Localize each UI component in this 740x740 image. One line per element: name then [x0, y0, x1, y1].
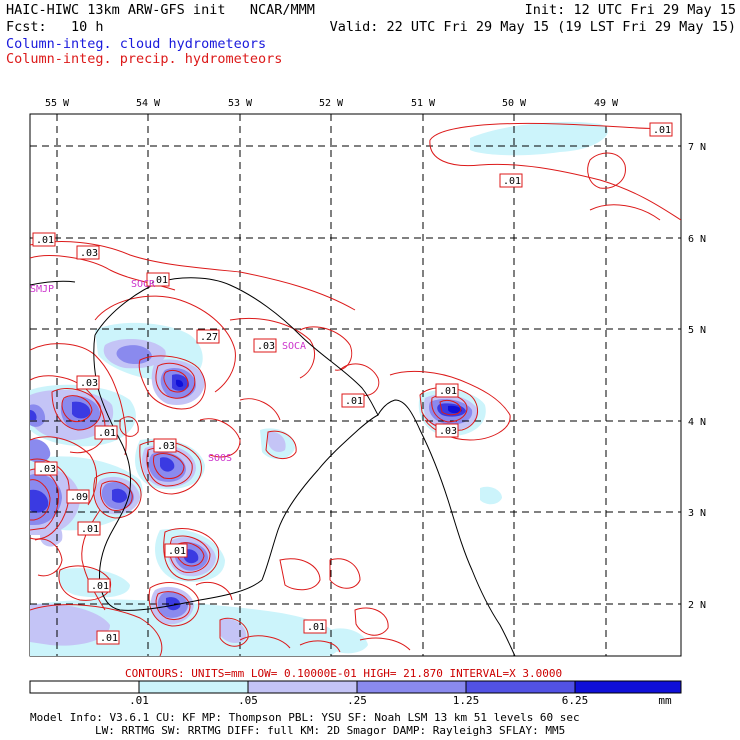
svg-text:.01: .01 — [307, 622, 325, 633]
contour-label-9: .01 — [341, 393, 365, 408]
contour-label-11: .03 — [435, 423, 459, 438]
svg-text:.03: .03 — [80, 248, 98, 259]
svg-text:49 W: 49 W — [594, 98, 619, 109]
latitude-labels: 7 N 6 N 5 N 4 N 3 N 2 N — [688, 142, 706, 611]
svg-text:51 W: 51 W — [411, 98, 436, 109]
svg-text:.03: .03 — [80, 378, 98, 389]
svg-text:.01: .01 — [81, 524, 99, 535]
contour-label-12: .01 — [94, 425, 118, 440]
svg-text:53 W: 53 W — [228, 98, 253, 109]
contour-label-7: .03 — [253, 338, 277, 353]
svg-text:6 N: 6 N — [688, 234, 706, 245]
svg-text:.01: .01 — [439, 386, 457, 397]
svg-text:.03: .03 — [157, 441, 175, 452]
svg-text:mm: mm — [658, 694, 672, 707]
svg-text:50 W: 50 W — [502, 98, 527, 109]
contour-label-14: .03 — [34, 461, 58, 476]
svg-text:2 N: 2 N — [688, 600, 706, 611]
contour-label-16: .01 — [77, 521, 101, 536]
contour-label-20: .01 — [96, 630, 120, 645]
forecast-hour: Fcst: 10 h — [6, 19, 104, 35]
station-soos: SOOS — [208, 453, 232, 464]
model-info-line-1: Model Info: V3.6.1 CU: KF MP: Thompson P… — [30, 711, 580, 724]
contour-label-8: .03 — [76, 375, 100, 390]
contour-label-17: .01 — [164, 543, 188, 558]
contour-label-13: .03 — [153, 438, 177, 453]
colorbar: .01 .05 .25 1.25 6.25 mm — [29, 680, 682, 707]
svg-text:54 W: 54 W — [136, 98, 161, 109]
svg-text:.01: .01 — [150, 275, 168, 286]
svg-text:5 N: 5 N — [688, 325, 706, 336]
coastline — [30, 277, 516, 656]
svg-text:6.25: 6.25 — [562, 694, 589, 707]
plot-title: HAIC-HIWC 13km ARW-GFS init NCAR/MMM — [6, 2, 315, 18]
valid-time: Valid: 22 UTC Fri 29 May 15 (19 LST Fri … — [329, 19, 736, 35]
precip-contours — [30, 122, 681, 656]
svg-text:.01: .01 — [168, 546, 186, 557]
longitude-labels: 55 W 54 W 53 W 52 W 51 W 50 W 49 W — [45, 98, 619, 109]
svg-text:7 N: 7 N — [688, 142, 706, 153]
svg-text:1.25: 1.25 — [453, 694, 480, 707]
legend-precip: Column-integ. precip. hydrometeors — [6, 51, 283, 67]
station-smjp: SMJP — [30, 284, 54, 295]
contour-label-6: .27 — [196, 329, 220, 344]
svg-text:55 W: 55 W — [45, 98, 70, 109]
contour-label-3: .01 — [32, 232, 56, 247]
legend-cloud: Column-integ. cloud hydrometeors — [6, 36, 267, 52]
svg-text:.05: .05 — [238, 694, 258, 707]
contour-label-5: .01 — [146, 272, 170, 287]
map-frame — [29, 113, 682, 657]
init-time: Init: 12 UTC Fri 29 May 15 — [524, 2, 736, 18]
svg-text:.25: .25 — [347, 694, 367, 707]
svg-text:.01: .01 — [98, 428, 116, 439]
station-soca: SOCA — [282, 341, 306, 352]
contour-label-10: .01 — [435, 383, 459, 398]
svg-text:.01: .01 — [100, 633, 118, 644]
svg-text:4 N: 4 N — [688, 417, 706, 428]
contour-labels: .01 .01 .01 .03 .01 .27 .03 .03 .01 .01 … — [32, 122, 673, 645]
contours-info: CONTOURS: UNITS=mm LOW= 0.10000E-01 HIGH… — [125, 667, 563, 680]
svg-text:.03: .03 — [439, 426, 457, 437]
svg-text:.03: .03 — [257, 341, 275, 352]
contour-label-4: .03 — [76, 245, 100, 260]
model-info-line-2: LW: RRTMG SW: RRTMG DIFF: full KM: 2D Sm… — [95, 724, 566, 737]
contour-label-18: .01 — [87, 578, 111, 593]
contour-label-2: .01 — [499, 173, 523, 188]
svg-text:.01: .01 — [653, 125, 671, 136]
contour-label-19: .01 — [303, 619, 327, 634]
svg-text:.01: .01 — [36, 235, 54, 246]
station-socr: SOCR — [131, 279, 156, 290]
contour-label-1: .01 — [649, 122, 673, 137]
graticule — [30, 114, 681, 656]
svg-text:.01: .01 — [503, 176, 521, 187]
svg-text:.03: .03 — [38, 464, 56, 475]
svg-text:.01: .01 — [91, 581, 109, 592]
svg-text:.09: .09 — [70, 492, 88, 503]
svg-text:52 W: 52 W — [319, 98, 344, 109]
svg-text:.27: .27 — [200, 332, 218, 343]
contour-label-15: .09 — [66, 489, 90, 504]
station-labels: SMJP SOCR SOCA SOOS — [30, 279, 306, 464]
svg-text:.01: .01 — [129, 694, 149, 707]
svg-text:3 N: 3 N — [688, 508, 706, 519]
svg-text:.01: .01 — [345, 396, 363, 407]
